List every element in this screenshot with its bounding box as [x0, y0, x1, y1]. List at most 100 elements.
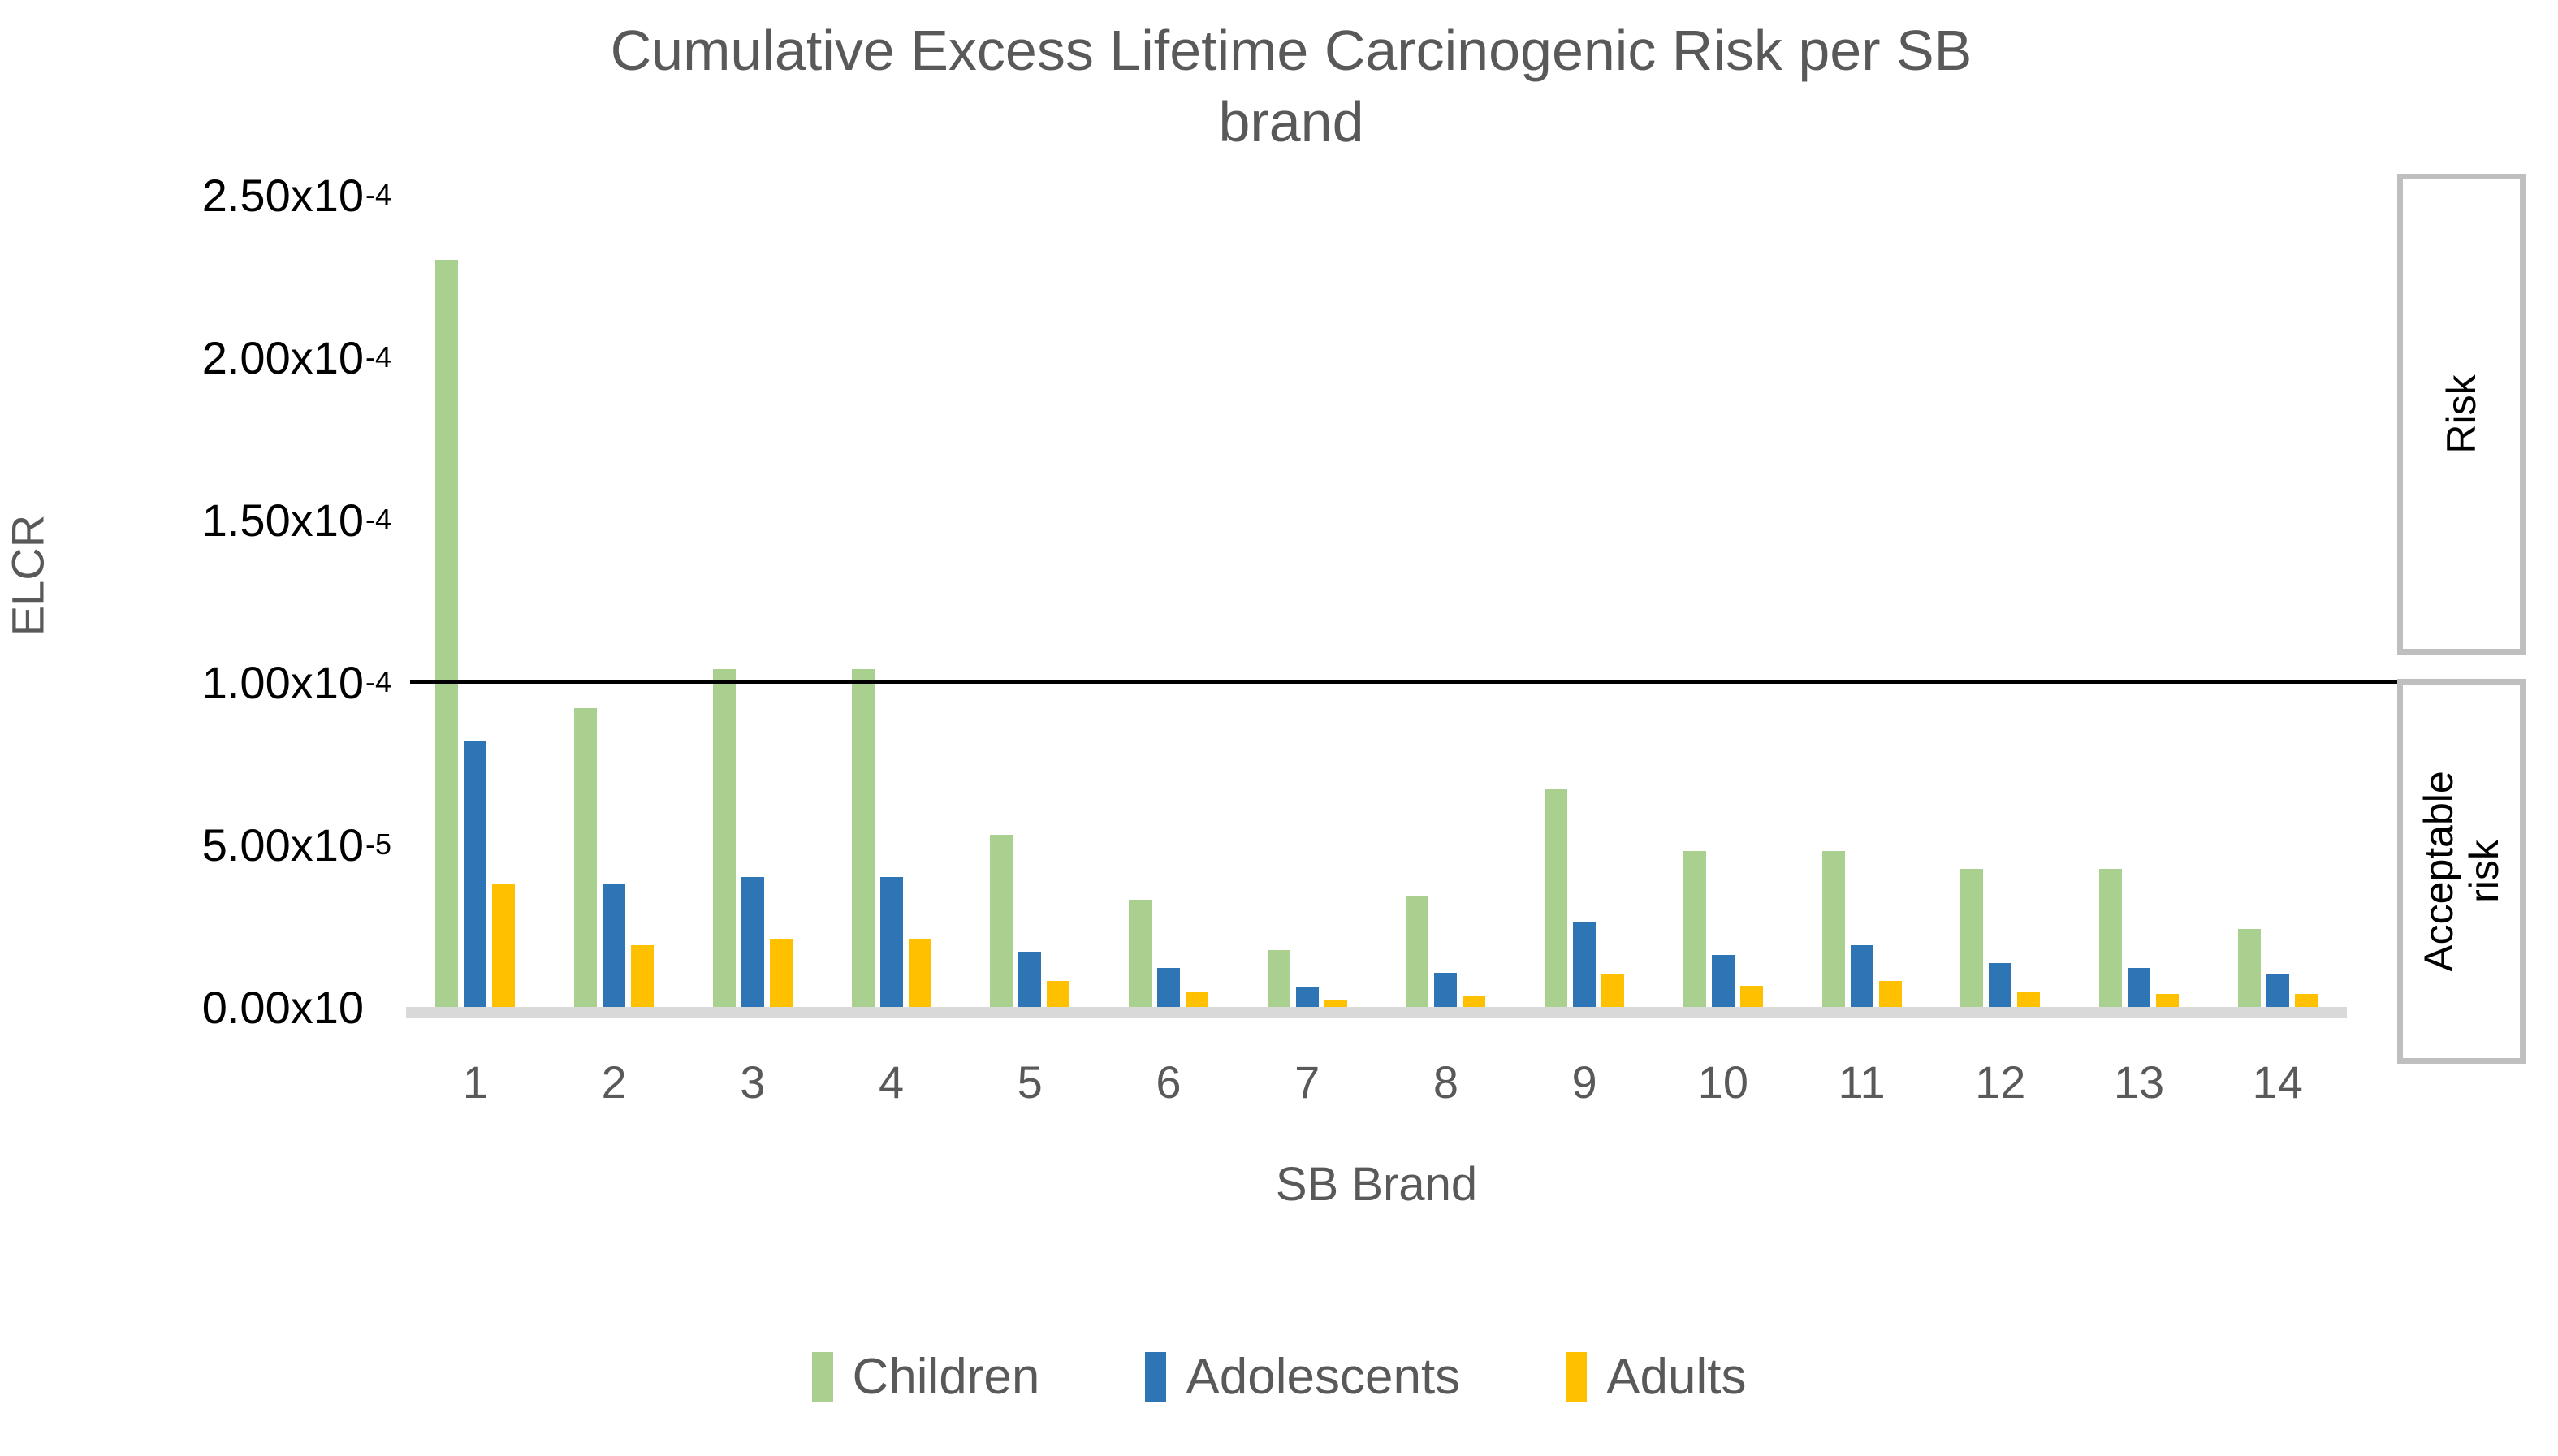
bar-group-4 [822, 195, 961, 1007]
bar-adults-2 [631, 945, 655, 1007]
y-tick-label-0: 0.00x10 [57, 978, 398, 1036]
x-tick-label-14: 14 [2252, 1056, 2303, 1108]
x-tick-label-12: 12 [1975, 1056, 2026, 1108]
bar-children-6 [1128, 900, 1152, 1007]
bar-adolescents-11 [1850, 945, 1873, 1007]
bar-adolescents-10 [1711, 955, 1735, 1007]
y-tick-base: 0.00x10 [201, 981, 364, 1033]
bar-children-11 [1821, 851, 1845, 1007]
plot-area [406, 195, 2347, 1007]
bar-adolescents-14 [2266, 974, 2289, 1007]
bar-adolescents-2 [603, 884, 626, 1007]
y-tick-label-20: 2.00x10 -4 [57, 328, 398, 387]
bar-group-6 [1100, 195, 1238, 1007]
bar-adults-9 [1601, 974, 1625, 1007]
bar-adolescents-4 [879, 877, 903, 1007]
bar-adults-14 [2294, 994, 2318, 1007]
x-tick-label-8: 8 [1432, 1056, 1458, 1108]
bar-children-3 [712, 669, 736, 1007]
risk-zone-label: Risk [2439, 374, 2484, 454]
bar-group-8 [1376, 195, 1515, 1007]
bar-adults-12 [2017, 992, 2041, 1007]
acceptable-risk-zone-label: Acceptable risk [2416, 771, 2507, 972]
bar-children-10 [1683, 851, 1706, 1007]
y-tick-base: 5.00x10 [201, 819, 364, 871]
bar-adults-8 [1463, 996, 1486, 1007]
legend-marker-adults [1566, 1351, 1588, 1402]
bar-children-13 [2098, 869, 2122, 1007]
legend-item-adolescents: Adolescents [1145, 1348, 1460, 1406]
x-tick-label-11: 11 [1838, 1056, 1886, 1108]
bar-group-14 [2208, 195, 2347, 1007]
x-axis-line [406, 1007, 2347, 1018]
chart-legend: Children Adolescents Adults [0, 1348, 2558, 1406]
chart-title-line2: brand [1218, 90, 1364, 153]
x-tick-label-1: 1 [462, 1056, 488, 1108]
bar-group-12 [1931, 195, 2070, 1007]
bar-adolescents-8 [1434, 973, 1458, 1007]
y-tick-exponent: -4 [365, 340, 392, 374]
bar-children-5 [990, 835, 1013, 1007]
bar-adults-7 [1324, 1000, 1347, 1007]
x-tick-label-13: 13 [2113, 1056, 2165, 1108]
legend-item-children: Children [811, 1348, 1040, 1406]
bar-adolescents-9 [1573, 922, 1597, 1007]
x-tick-label-9: 9 [1571, 1056, 1597, 1108]
bar-adolescents-13 [2127, 968, 2150, 1007]
chart-title-line1: Cumulative Excess Lifetime Carcinogenic … [610, 19, 1973, 82]
y-tick-exponent: -4 [365, 665, 392, 698]
x-tick-label-7: 7 [1294, 1056, 1320, 1108]
legend-label: Adults [1606, 1349, 1747, 1405]
legend-label: Adolescents [1186, 1349, 1461, 1405]
legend-label: Children [852, 1349, 1040, 1405]
bar-children-9 [1545, 789, 1568, 1007]
y-tick-label-15: 1.50x10 -4 [57, 490, 398, 549]
bar-adults-3 [769, 939, 793, 1007]
bar-group-1 [406, 195, 545, 1007]
legend-marker-adolescents [1145, 1351, 1167, 1402]
bar-adolescents-12 [1989, 963, 2012, 1007]
y-tick-base: 2.50x10 [201, 169, 364, 221]
bar-group-3 [683, 195, 822, 1007]
bar-adults-6 [1185, 992, 1208, 1007]
bar-adolescents-3 [741, 877, 764, 1007]
bar-children-2 [574, 708, 598, 1007]
bar-group-7 [1238, 195, 1376, 1007]
y-tick-label-25: 2.50x10 -4 [57, 166, 398, 224]
risk-zone-box: Risk [2397, 174, 2526, 655]
y-tick-base: 1.00x10 [201, 656, 364, 708]
bar-adults-1 [492, 884, 516, 1007]
risk-threshold-line [410, 680, 2436, 684]
bar-adults-4 [908, 939, 931, 1007]
bar-children-7 [1267, 950, 1290, 1007]
bar-children-1 [435, 260, 459, 1007]
x-tick-label-10: 10 [1697, 1056, 1748, 1108]
bar-group-11 [1792, 195, 1931, 1007]
bar-children-12 [1960, 869, 1984, 1007]
legend-marker-children [811, 1351, 833, 1402]
bar-adolescents-1 [464, 741, 487, 1007]
chart-title: Cumulative Excess Lifetime Carcinogenic … [520, 15, 2063, 158]
bar-children-8 [1406, 896, 1429, 1007]
x-tick-label-5: 5 [1017, 1056, 1043, 1108]
acceptable-risk-zone-box: Acceptable risk [2397, 679, 2526, 1064]
x-tick-label-2: 2 [601, 1056, 627, 1108]
bar-adults-13 [2155, 994, 2179, 1007]
bar-adults-10 [1739, 986, 1763, 1007]
y-tick-base: 1.50x10 [201, 494, 364, 546]
y-tick-label-10: 1.00x10 -4 [57, 653, 398, 711]
y-tick-exponent: -4 [365, 178, 392, 211]
y-tick-base: 2.00x10 [201, 331, 364, 383]
legend-item-adults: Adults [1566, 1348, 1747, 1406]
bar-adolescents-6 [1156, 968, 1180, 1007]
x-tick-label-4: 4 [878, 1056, 905, 1108]
x-tick-label-6: 6 [1156, 1056, 1182, 1108]
bar-group-5 [961, 195, 1100, 1007]
y-axis-title: ELCR [2, 514, 54, 637]
bar-children-4 [851, 669, 875, 1007]
bar-group-13 [2070, 195, 2209, 1007]
bar-adolescents-7 [1295, 987, 1319, 1007]
bar-group-2 [545, 195, 684, 1007]
bar-adults-11 [1878, 981, 1902, 1007]
